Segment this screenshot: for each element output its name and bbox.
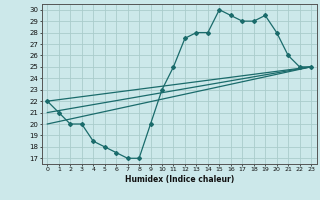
X-axis label: Humidex (Indice chaleur): Humidex (Indice chaleur): [124, 175, 234, 184]
